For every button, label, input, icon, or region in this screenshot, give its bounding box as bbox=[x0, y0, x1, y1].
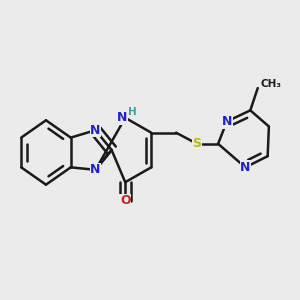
Text: CH₃: CH₃ bbox=[260, 80, 281, 89]
Text: N: N bbox=[222, 115, 232, 128]
Text: N: N bbox=[90, 163, 101, 176]
Text: O: O bbox=[120, 194, 130, 207]
Text: H: H bbox=[128, 106, 136, 117]
Text: N: N bbox=[117, 111, 128, 124]
Text: N: N bbox=[90, 124, 101, 137]
Text: S: S bbox=[193, 137, 202, 150]
Text: N: N bbox=[240, 161, 250, 174]
